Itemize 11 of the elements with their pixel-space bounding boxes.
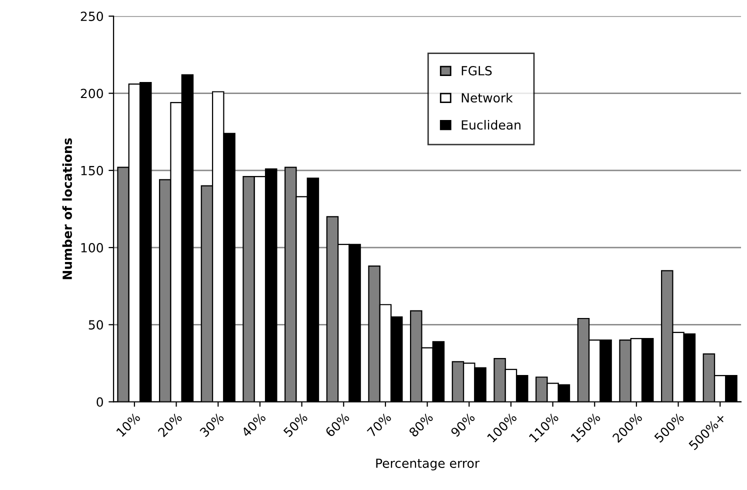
y-tick-label: 150	[81, 166, 103, 176]
legend-label: Network	[462, 92, 513, 103]
y-axis-title: Number of locations	[62, 138, 72, 280]
x-axis-title: Percentage error	[376, 458, 480, 470]
legend-label: Euclidean	[462, 120, 520, 130]
y-tick-label: 200	[80, 88, 103, 98]
y-tick-label: 50	[88, 320, 103, 330]
legend-label: FGLS	[462, 66, 492, 76]
y-tick-label: 100	[81, 243, 103, 252]
y-tick-label: 0	[96, 397, 103, 407]
y-tick-label: 250	[80, 12, 103, 22]
